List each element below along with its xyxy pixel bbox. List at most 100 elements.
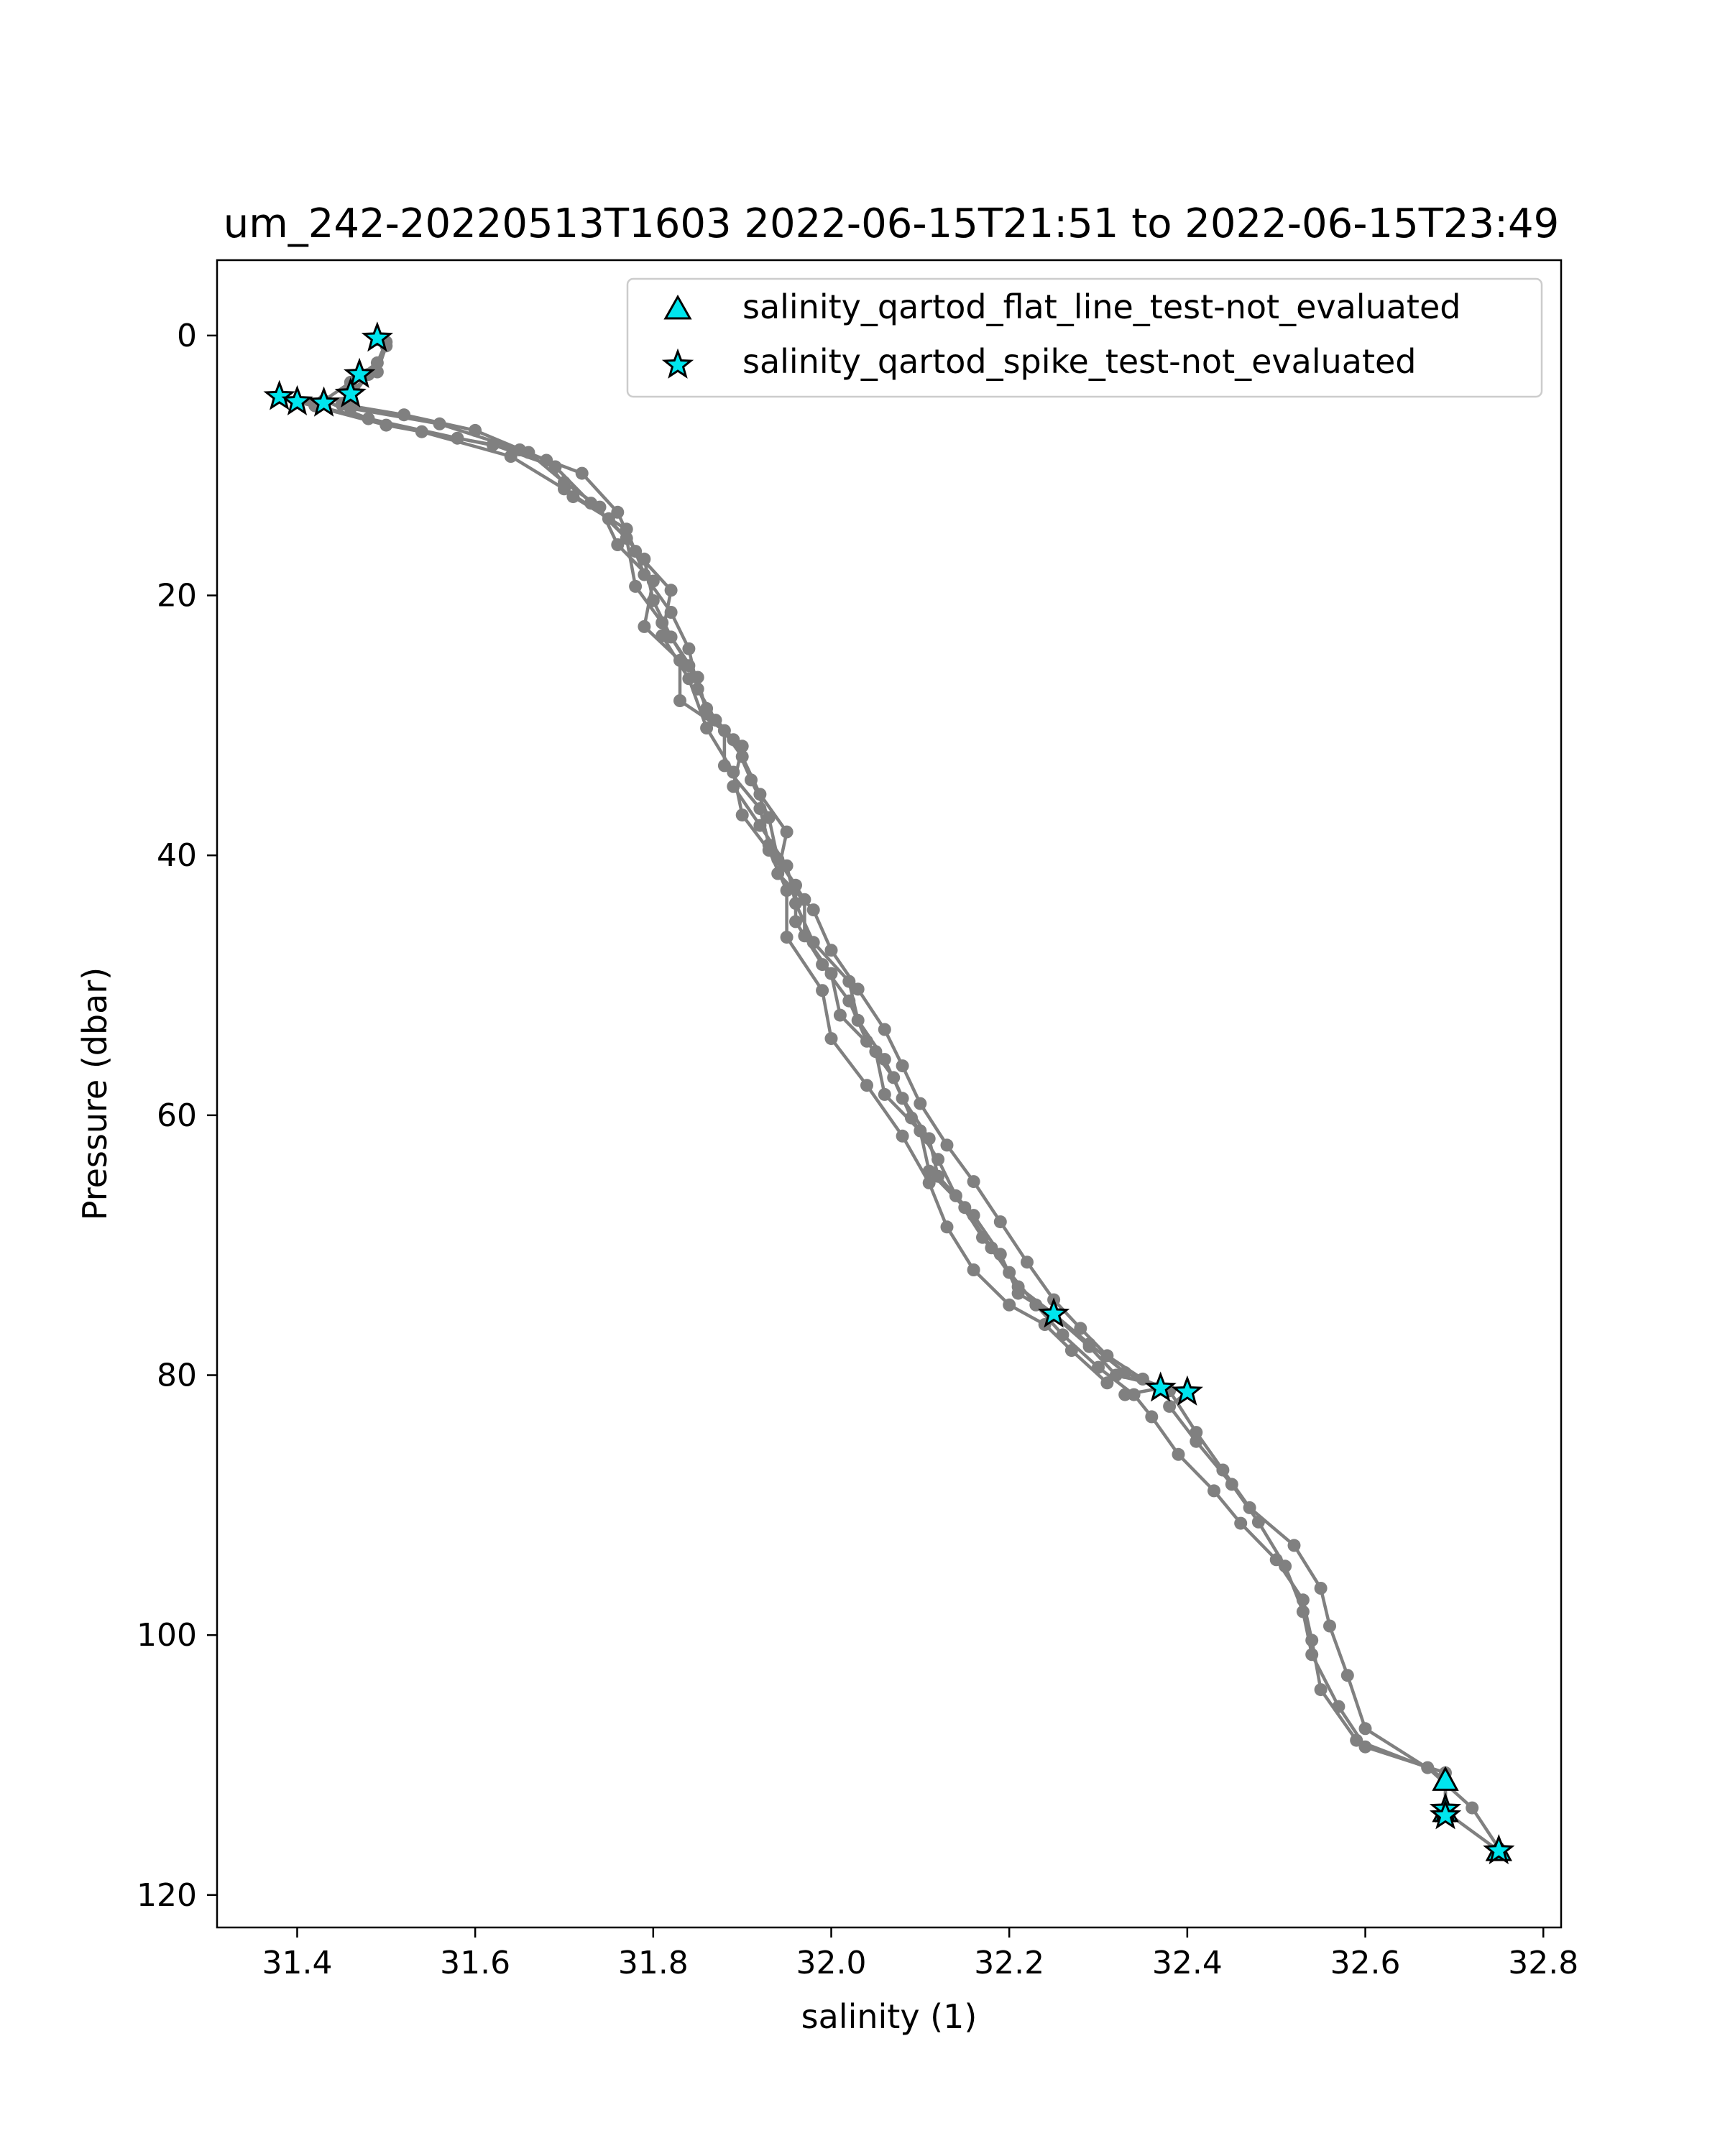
profile-point — [967, 1263, 980, 1276]
profile-point — [1314, 1582, 1328, 1595]
profile-point — [878, 1053, 891, 1067]
y-tick-label: 0 — [177, 318, 197, 354]
y-axis-label: Pressure (dbar) — [75, 967, 114, 1220]
profile-point — [851, 1013, 865, 1027]
profile-point — [1100, 1376, 1114, 1390]
profile-point — [1251, 1515, 1265, 1529]
profile-point — [646, 594, 660, 607]
legend-triangle-icon — [663, 294, 692, 320]
profile-point — [1234, 1516, 1248, 1530]
profile-point — [1082, 1340, 1096, 1353]
profile-point — [842, 975, 856, 988]
profile-line-5 — [350, 406, 1108, 1384]
spike-flag-marker — [1483, 1834, 1515, 1865]
profile-point — [1118, 1388, 1132, 1401]
x-tick-label: 31.6 — [440, 1945, 510, 1981]
profile-point — [1011, 1286, 1025, 1300]
legend-box — [626, 277, 1543, 398]
profile-point — [727, 765, 740, 779]
spike-flag-marker — [361, 321, 394, 352]
legend-star-icon — [661, 348, 694, 379]
profile-point — [1109, 1368, 1123, 1382]
profile-point — [789, 915, 802, 929]
flat-line-flag-marker — [1432, 1766, 1459, 1791]
profile-point — [504, 450, 518, 463]
spike-flag-marker — [1171, 1375, 1203, 1406]
profile-point — [611, 505, 625, 519]
y-tick-label: 120 — [137, 1877, 197, 1914]
profile-point — [682, 672, 696, 686]
plot-area — [216, 259, 1563, 1929]
profile-point — [745, 773, 758, 787]
y-tick-label: 60 — [157, 1097, 197, 1134]
profile-point — [1216, 1463, 1230, 1477]
spike-flag-marker — [308, 386, 340, 417]
profile-point — [922, 1176, 936, 1189]
y-tick-label: 20 — [157, 578, 197, 614]
profile-point — [940, 1138, 954, 1152]
profile-point — [878, 1087, 891, 1101]
spike-flag-marker — [344, 357, 376, 388]
profile-point — [896, 1129, 909, 1143]
profile-point — [1358, 1740, 1372, 1754]
profile-point — [1074, 1322, 1087, 1335]
profile-point — [824, 1032, 838, 1046]
profile-point — [860, 1079, 873, 1092]
profile-point — [1466, 1801, 1479, 1815]
profile-point — [993, 1215, 1007, 1229]
profile-point — [1323, 1619, 1336, 1633]
profile-point — [780, 931, 794, 944]
y-tick-label: 40 — [157, 837, 197, 874]
profile-point — [664, 584, 678, 597]
profile-point — [1190, 1434, 1203, 1448]
profile-point — [558, 482, 571, 496]
qc-flag-markers — [263, 321, 1515, 1865]
profile-point — [806, 903, 820, 917]
spike-flag-marker — [281, 384, 313, 415]
y-tick-label: 100 — [137, 1617, 197, 1654]
profile-point — [878, 1023, 891, 1036]
profile-point — [914, 1097, 927, 1110]
profile-point — [762, 811, 776, 824]
profile-point — [833, 1008, 847, 1022]
profile-point — [1145, 1410, 1159, 1424]
profile-point — [735, 808, 749, 822]
profile-point — [1287, 1539, 1301, 1552]
profile-point — [851, 982, 865, 996]
chart-title: um_242-20220513T1603 2022-06-15T21:51 to… — [224, 201, 1560, 247]
profile-point — [806, 936, 820, 949]
spike-flag-marker — [1037, 1297, 1070, 1328]
x-tick-label: 32.2 — [974, 1945, 1044, 1981]
x-axis-ticks: 31.4 31.6 31.8 32.0 32.2 32.4 32.6 32.8 — [262, 1927, 1578, 1981]
profile-point — [753, 819, 767, 832]
profile-point — [993, 1248, 1007, 1261]
profile-point — [896, 1059, 909, 1073]
profile-point — [816, 984, 829, 998]
profile-point — [370, 356, 384, 369]
plot-frame — [216, 259, 1563, 1929]
spike-flag-marker — [334, 377, 367, 408]
profile-point — [922, 1132, 936, 1146]
profile-point — [1314, 1683, 1328, 1697]
legend: salinity_qartod_flat_line_test-not_evalu… — [626, 277, 1543, 398]
legend-label-spike: salinity_qartod_spike_test-not_evaluated — [742, 342, 1416, 381]
y-tick-label: 80 — [157, 1357, 197, 1393]
profile-point — [780, 859, 794, 872]
profile-point — [1358, 1722, 1372, 1736]
profile-point — [1225, 1478, 1238, 1491]
profile-point — [1021, 1256, 1034, 1269]
spike-flag-marker — [263, 379, 295, 410]
spike-flag-marker — [1429, 1799, 1462, 1830]
x-tick-label: 31.8 — [618, 1945, 689, 1981]
profile-point — [415, 425, 428, 438]
profile-point — [1208, 1484, 1220, 1498]
profile-point — [629, 545, 643, 558]
profile-point — [513, 443, 527, 456]
x-tick-label: 32.8 — [1508, 1945, 1578, 1981]
profile-point — [433, 417, 446, 430]
x-tick-label: 31.4 — [262, 1945, 332, 1981]
profile-point — [1163, 1399, 1177, 1413]
legend-label-flat-line: salinity_qartod_flat_line_test-not_evalu… — [742, 287, 1460, 326]
profile-point — [1279, 1560, 1292, 1573]
